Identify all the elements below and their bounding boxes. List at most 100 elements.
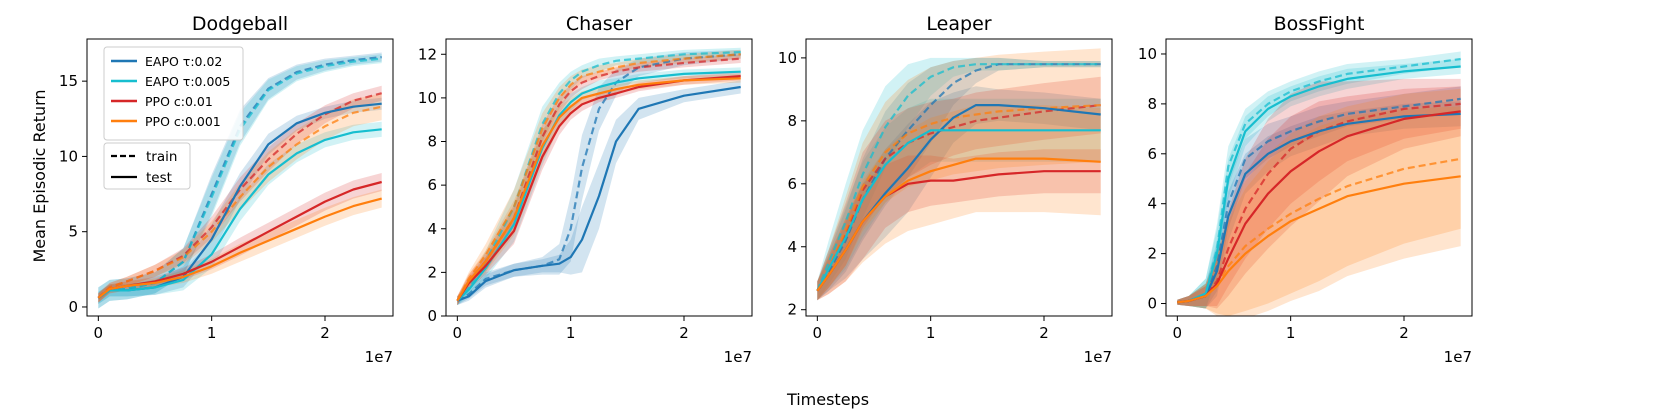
y-tick-label: 8: [1147, 95, 1157, 113]
line-ppo_001-test: [456, 75, 741, 302]
y-tick-label: 10: [778, 49, 797, 67]
band-ppo_0001-test: [1177, 106, 1461, 316]
y-tick-label: 6: [427, 176, 437, 194]
x-tick-label: 1: [207, 324, 217, 342]
band-ppo_001-test: [1177, 86, 1461, 309]
line-eapo_0005-test: [456, 70, 741, 302]
line-eapo_0005-test: [1177, 65, 1461, 304]
y-tick-label: 4: [787, 238, 797, 256]
panel-title: BossFight: [1274, 13, 1365, 35]
line-ppo_0001-train: [456, 53, 741, 302]
panel-title: Chaser: [566, 13, 633, 35]
x-exponent-label: 1e7: [1084, 348, 1112, 366]
y-tick-label: 10: [418, 89, 437, 107]
band-ppo_0001-test: [817, 105, 1101, 301]
band-eapo_0005-train: [1177, 51, 1461, 309]
band-eapo_0005-test: [98, 121, 382, 304]
band-eapo_002-train: [817, 57, 1101, 301]
x-exponent-label: 1e7: [1444, 348, 1472, 366]
y-tick-label: 5: [68, 223, 78, 241]
plot-area: [816, 48, 1101, 301]
panel-dodgeball: Dodgeball 0 1 2 0 5 10 15 1e7: [59, 13, 394, 366]
legend-label-ppo_001: PPO c:0.01: [145, 94, 213, 109]
band-ppo_001-train: [817, 76, 1101, 301]
x-tick-label: 1: [926, 324, 936, 342]
y-tick-label: 6: [1147, 145, 1157, 163]
panel-bossfight: BossFight 0 1 2 0 2 4 6 8 10 1e7: [1138, 13, 1473, 366]
y-tick-label: 10: [59, 147, 78, 165]
line-eapo_0005-train: [97, 57, 382, 299]
legend-label-ppo_0001: PPO c:0.001: [145, 114, 221, 129]
y-tick-label: 2: [787, 301, 797, 319]
x-tick-label: 1: [566, 324, 576, 342]
band-eapo_0005-train: [98, 54, 382, 309]
x-tick-label: 2: [320, 324, 330, 342]
y-tick-label: 0: [427, 307, 437, 325]
line-eapo_002-test: [456, 85, 741, 302]
axes-frame: [86, 38, 394, 317]
band-eapo_0005-train: [817, 57, 1101, 301]
band-ppo_001-train: [1177, 78, 1461, 307]
line-ppo_0001-test: [97, 197, 382, 299]
legend-label-eapo_002: EAPO τ:0.02: [145, 54, 222, 69]
legend-label-train: train: [146, 149, 177, 165]
y-tick-label: 8: [427, 133, 437, 151]
x-tick-label: 0: [813, 324, 823, 342]
band-eapo_002-train: [98, 52, 382, 309]
y-tick-label: 15: [59, 72, 78, 90]
line-eapo_0005-train: [816, 63, 1101, 292]
x-tick-label: 0: [453, 324, 463, 342]
legend-label-test: test: [146, 170, 172, 186]
axes-frame: [445, 38, 753, 317]
legend-label-eapo_0005: EAPO τ:0.005: [145, 74, 230, 89]
x-tick-label: 1: [1286, 324, 1296, 342]
y-tick-label: 4: [1147, 195, 1157, 213]
y-tick-label: 0: [68, 298, 78, 316]
band-eapo_002-train: [1177, 86, 1461, 309]
x-tick-label: 2: [679, 324, 689, 342]
band-ppo_001-test: [817, 149, 1101, 301]
line-eapo_002-train: [456, 53, 741, 302]
y-tick-label: 2: [427, 263, 437, 281]
plot-area: [456, 47, 741, 306]
panel-leaper: Leaper 0 1 2 2 4 6 8 10 1e7: [778, 13, 1113, 366]
x-axis-label: Timesteps: [786, 390, 869, 409]
y-tick-label: 0: [1147, 295, 1157, 313]
y-tick-label: 8: [787, 112, 797, 130]
x-tick-label: 2: [1039, 324, 1049, 342]
band-ppo_0001-train: [1177, 88, 1461, 316]
y-tick-label: 12: [418, 45, 437, 63]
plot-area: [1177, 51, 1461, 316]
line-eapo_0005-test: [97, 128, 382, 299]
panel-title: Leaper: [926, 13, 991, 35]
x-tick-label: 2: [1399, 324, 1409, 342]
band-eapo_002-test: [1177, 101, 1461, 309]
band-ppo_0001-train: [817, 48, 1101, 301]
plot-area: [97, 52, 382, 309]
line-eapo_002-train: [816, 63, 1101, 292]
y-tick-label: 2: [1147, 245, 1157, 263]
line-ppo_0001-train: [816, 104, 1101, 292]
panel-title: Dodgeball: [192, 13, 288, 35]
x-exponent-label: 1e7: [365, 348, 393, 366]
line-eapo_0005-test: [816, 129, 1101, 292]
legend: EAPO τ:0.02 EAPO τ:0.005 PPO c:0.01 PPO c:0…: [103, 46, 244, 190]
band-ppo_001-test: [98, 173, 382, 303]
y-tick-label: 6: [787, 175, 797, 193]
x-tick-label: 0: [1173, 324, 1183, 342]
line-ppo_0001-test: [816, 157, 1101, 292]
line-ppo_0001-test: [456, 77, 741, 302]
x-tick-label: 0: [94, 324, 104, 342]
legend-box-series: [103, 46, 244, 141]
x-exponent-label: 1e7: [724, 348, 752, 366]
axes-frame: [1165, 38, 1473, 317]
y-tick-label: 10: [1138, 45, 1157, 63]
line-ppo_0001-test: [1177, 175, 1461, 304]
band-eapo_0005-test: [1177, 59, 1461, 309]
y-tick-label: 4: [427, 220, 437, 238]
band-ppo_001-train: [98, 85, 382, 303]
y-axis-label: Mean Episodic Return: [30, 89, 49, 262]
